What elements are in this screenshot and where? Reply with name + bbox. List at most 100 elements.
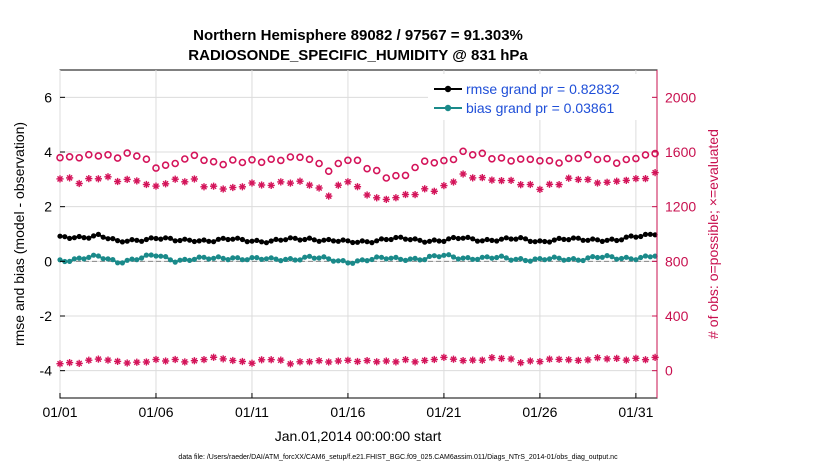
low-obs-marker	[190, 357, 198, 365]
asterisk-stroke	[594, 354, 601, 361]
bias-point	[398, 256, 404, 262]
footnote: data file: /Users/raeder/DAI/ATM_forcXX/…	[178, 454, 618, 461]
low-obs-marker	[584, 356, 592, 364]
bias-point	[383, 256, 389, 262]
possible-obs-marker	[536, 157, 544, 165]
rmse-point	[124, 238, 130, 244]
possible-obs-marker	[238, 158, 247, 167]
rmse-point	[86, 235, 92, 241]
asterisk-stroke	[201, 183, 207, 190]
low-obs-marker	[449, 355, 458, 363]
possible-obs-marker	[104, 151, 112, 159]
x-tick-label: 01/31	[618, 404, 653, 420]
bias-point	[532, 256, 538, 262]
rmse-point	[115, 238, 121, 244]
rmse-point	[158, 236, 164, 242]
asterisk-stroke	[460, 357, 467, 364]
rmse-point	[163, 235, 169, 241]
bias-point	[163, 254, 169, 260]
rmse-point	[297, 237, 303, 243]
possible-obs-marker	[593, 155, 602, 164]
low-obs-marker	[478, 356, 486, 364]
bias-point	[460, 255, 466, 261]
evaluated-obs-marker	[104, 173, 112, 181]
bias-point	[326, 256, 332, 262]
bias-point	[436, 254, 442, 260]
evaluated-obs-marker	[142, 180, 150, 189]
bias-point	[647, 254, 653, 260]
rmse-point	[182, 236, 188, 242]
evaluated-obs-marker	[190, 175, 198, 183]
rmse-point	[441, 238, 447, 244]
low-obs-marker	[171, 355, 179, 364]
bias-point	[570, 256, 577, 262]
asterisk-stroke	[229, 357, 236, 364]
bias-point	[297, 257, 303, 263]
bias-point	[623, 254, 629, 260]
asterisk-stroke	[392, 194, 399, 201]
low-obs-marker	[277, 356, 285, 364]
evaluated-obs-marker	[296, 177, 304, 185]
evaluated-obs-marker	[517, 181, 525, 189]
bias-point	[167, 257, 173, 263]
bias-point	[364, 258, 370, 264]
bias-point	[633, 257, 639, 263]
evaluated-obs-marker	[622, 176, 630, 184]
possible-obs-marker	[200, 156, 208, 165]
rmse-point	[652, 232, 658, 238]
asterisk-stroke	[604, 179, 611, 186]
bias-point	[119, 260, 125, 266]
legend-rmse-marker	[444, 85, 452, 93]
asterisk-stroke	[181, 358, 188, 365]
bias-point	[244, 257, 250, 263]
rmse-point	[81, 235, 87, 241]
low-obs-marker	[94, 355, 102, 363]
possible-obs-marker	[526, 155, 535, 164]
asterisk-stroke	[546, 181, 553, 188]
bias-point	[354, 258, 361, 264]
low-obs-marker	[152, 355, 160, 364]
evaluated-obs-marker	[219, 185, 227, 193]
bias-point	[556, 255, 562, 261]
asterisk-stroke	[133, 177, 140, 184]
bias-point	[115, 260, 121, 266]
asterisk-stroke	[556, 181, 563, 188]
bias-point	[590, 254, 596, 260]
evaluated-obs-marker	[200, 183, 208, 191]
asterisk-stroke	[642, 175, 649, 182]
evaluated-obs-marker	[363, 191, 371, 199]
evaluated-obs-marker	[382, 195, 390, 203]
asterisk-stroke	[153, 183, 159, 190]
bias-point	[388, 255, 394, 261]
asterisk-stroke	[325, 359, 332, 365]
asterisk-stroke	[210, 354, 217, 361]
asterisk-stroke	[412, 358, 419, 365]
evaluated-obs-marker	[507, 176, 515, 184]
rmse-point	[508, 236, 514, 242]
rmse-point	[470, 236, 476, 242]
asterisk-stroke	[105, 357, 111, 364]
bias-point	[259, 256, 265, 262]
possible-obs-marker	[641, 151, 650, 159]
asterisk-stroke	[508, 356, 515, 362]
rmse-point	[148, 235, 154, 241]
bias-point	[196, 254, 202, 260]
right-tick-label: 800	[665, 253, 689, 269]
evaluated-obs-marker	[56, 175, 64, 183]
possible-obs-marker	[622, 155, 631, 164]
possible-obs-marker	[507, 157, 515, 165]
low-obs-marker	[593, 354, 602, 362]
rmse-point	[153, 235, 159, 242]
rmse-point	[623, 234, 629, 240]
rmse-point	[110, 236, 116, 242]
asterisk-stroke	[479, 174, 486, 181]
low-obs-marker	[622, 356, 630, 364]
rmse-point	[273, 236, 279, 242]
low-obs-marker	[258, 356, 266, 364]
possible-obs-marker	[267, 155, 276, 163]
asterisk-stroke	[450, 179, 457, 185]
bias-point	[426, 253, 433, 259]
bias-point	[618, 255, 625, 262]
bias-point	[148, 252, 154, 258]
